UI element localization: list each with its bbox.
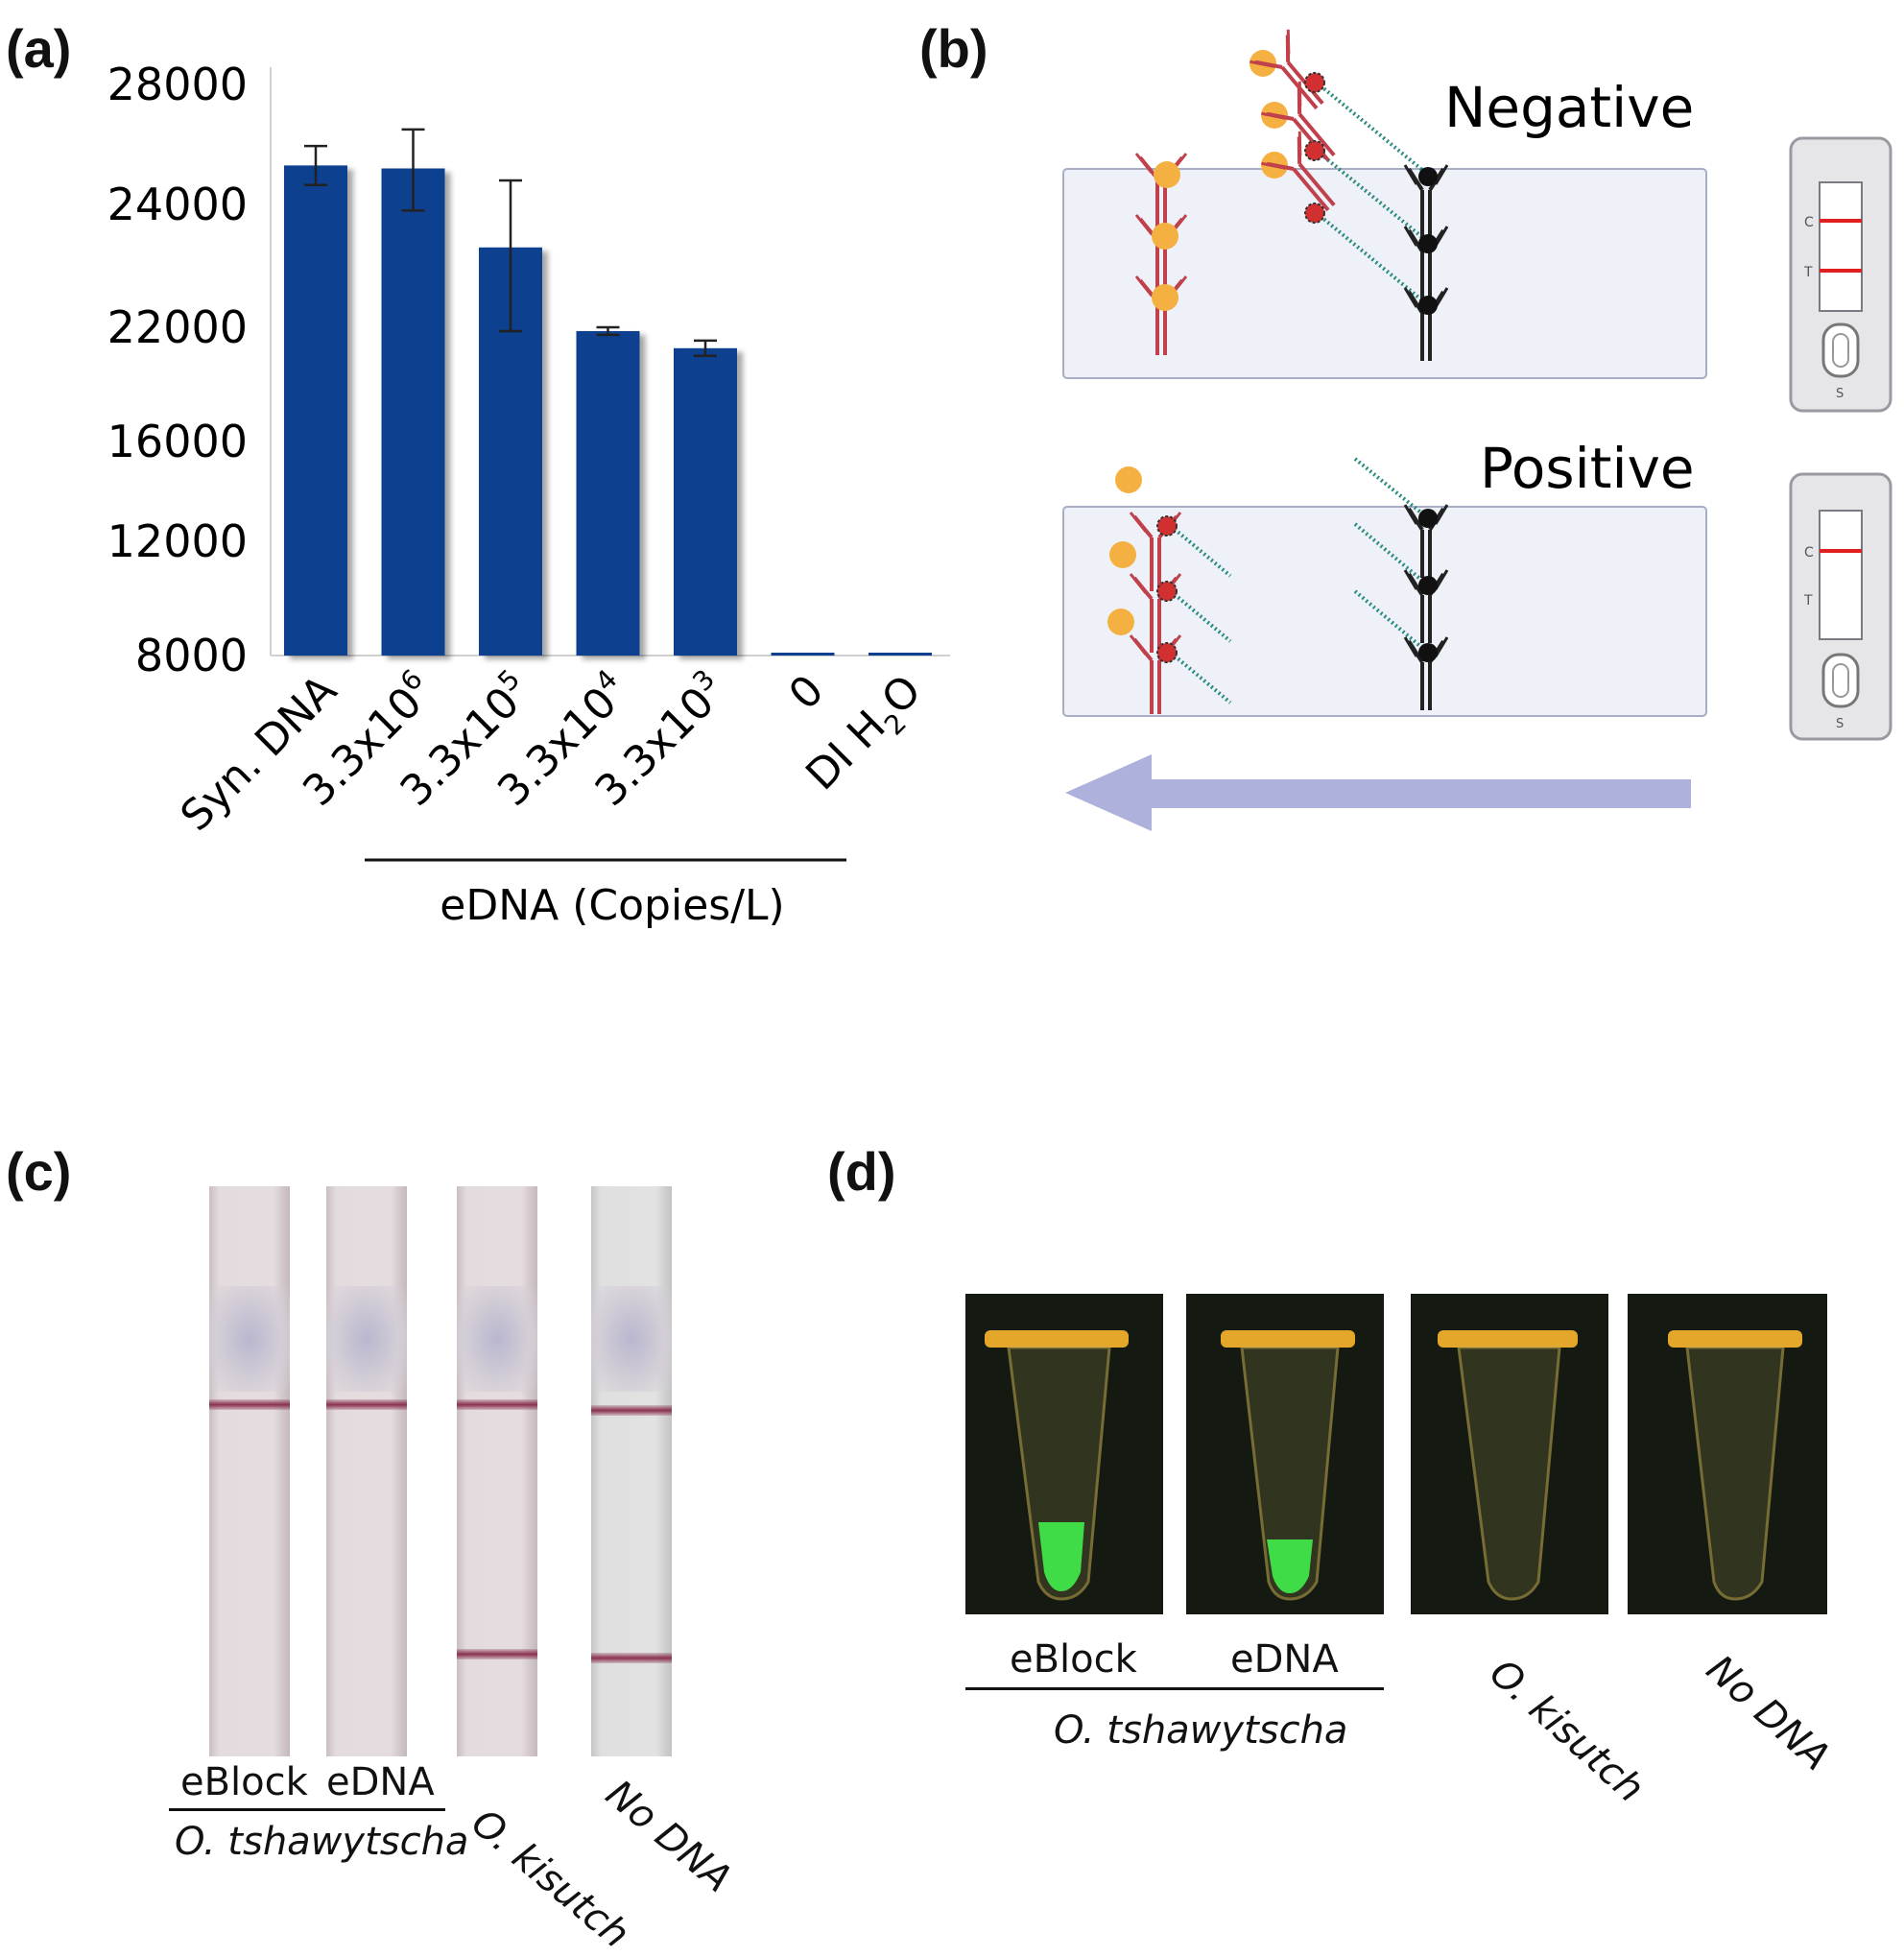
strip-group-bracket [169,1808,445,1811]
positive-s-label: S [1836,717,1844,731]
lateral-flow-diagram: Negative Positive [1062,27,1892,831]
positive-label: Positive [1480,436,1695,501]
y-tick-label: 24000 [107,179,248,230]
bar [771,653,835,656]
negative-membrane [1062,168,1707,379]
tube-group-label: O. tshawytscha [1054,1708,1348,1753]
positive-membrane [1062,506,1707,717]
tube-label-no-dna: No DNA [1698,1647,1839,1780]
panel-label-c: (c) [6,1141,72,1202]
bar [284,165,347,656]
tube-label-o-kisutch: O. kisutch [1481,1651,1653,1812]
negative-label: Negative [1444,75,1694,140]
negative-conjugates [1248,27,1430,307]
strip-no-dna [591,1186,672,1756]
negative-c-label: C [1804,215,1814,230]
negative-s-label: S [1836,387,1844,401]
tube-label-eblock: eBlock [1010,1637,1137,1682]
x-tick-label: Syn. DNA [172,666,346,841]
y-tick-label: 8000 [135,630,248,681]
panel-label-b: (b) [919,18,988,79]
bar [674,347,737,656]
tube-photo-edna [1186,1294,1384,1614]
panel-label-a: (a) [6,18,72,79]
negative-t-label: T [1803,265,1813,280]
strip-label-no-dna: No DNA [597,1772,740,1902]
x-axis-label: eDNA (Copies/L) [440,881,784,930]
y-tick-label: 16000 [107,416,248,467]
positive-t-label: T [1803,593,1813,609]
strip-o-kisutch [457,1186,537,1756]
y-tick-label: 28000 [107,59,248,110]
strip-label-o-kisutch: O. kisutch [463,1801,638,1957]
positive-test-capture [1353,457,1449,712]
panel-label-d: (d) [827,1141,896,1202]
x-tick-label: 0 [779,666,833,720]
tube-group-bracket [965,1687,1384,1690]
tube-photo-o-kisutch [1411,1294,1608,1614]
positive-control-capture [1107,466,1232,716]
negative-test-capture [1403,163,1449,363]
strip-label-eblock: eBlock [180,1760,308,1804]
positive-c-label: C [1804,545,1814,561]
strip-eblock [209,1186,290,1756]
bar [576,330,640,656]
positive-cassette: C T S [1789,472,1892,741]
y-tick-label: 12000 [107,515,248,567]
bar [381,168,445,656]
negative-cassette: C T S [1789,136,1892,413]
strip-edna [326,1186,407,1756]
bar [869,653,932,656]
flow-direction-arrow [1065,754,1691,831]
strip-group-label: O. tshawytscha [175,1820,469,1864]
y-tick-label: 22000 [107,301,248,353]
tube-label-edna: eDNA [1230,1637,1339,1682]
strip-label-edna: eDNA [326,1760,435,1804]
tube-photo-eblock [965,1294,1163,1614]
tube-photo-no-dna [1628,1294,1827,1614]
